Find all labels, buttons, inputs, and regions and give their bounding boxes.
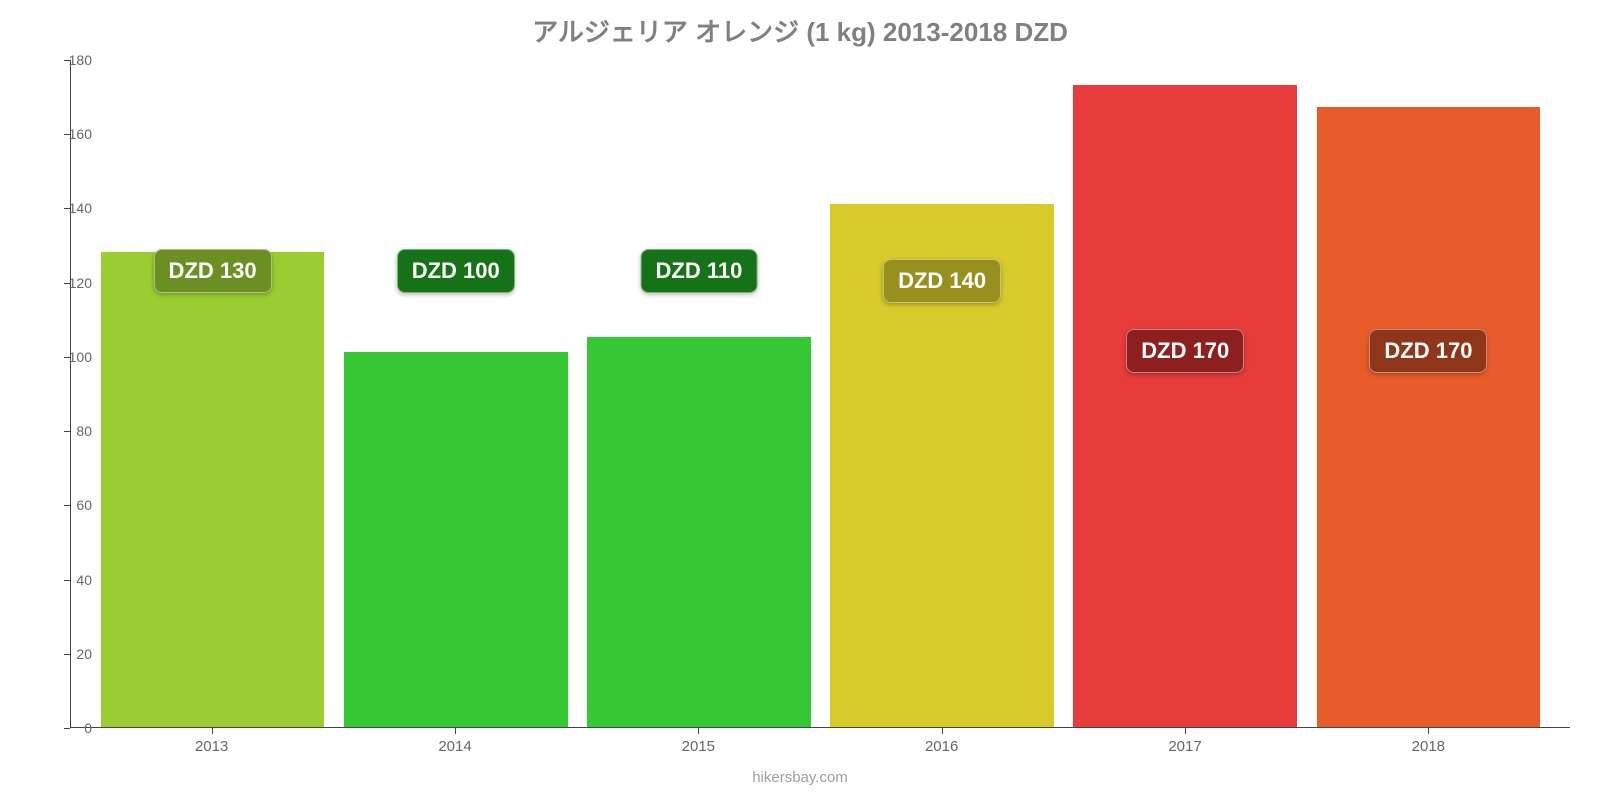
y-tick-mark [64, 357, 70, 358]
bar-value-label: DZD 100 [397, 249, 515, 293]
y-tick-mark [64, 60, 70, 61]
bar: DZD 170 [1073, 85, 1297, 727]
y-tick-mark [64, 283, 70, 284]
y-tick-mark [64, 654, 70, 655]
bar-value-label: DZD 130 [154, 249, 272, 293]
bar: DZD 130 [101, 252, 325, 727]
x-tick-mark [455, 728, 456, 734]
bar-slot: DZD 140 [821, 60, 1064, 727]
chart-title: アルジェリア オレンジ (1 kg) 2013-2018 DZD [0, 12, 1600, 49]
y-tick-mark [64, 134, 70, 135]
x-tick-mark [698, 728, 699, 734]
y-tick-mark [64, 728, 70, 729]
x-tick-label: 2015 [682, 738, 715, 755]
bar-value-label: DZD 140 [883, 259, 1001, 303]
plot-area: DZD 130DZD 100DZD 110DZD 140DZD 170DZD 1… [70, 60, 1570, 728]
y-tick-mark [64, 431, 70, 432]
x-tick-mark [1428, 728, 1429, 734]
bar-value-label: DZD 170 [1126, 329, 1244, 373]
x-tick-label: 2013 [195, 738, 228, 755]
bars-container: DZD 130DZD 100DZD 110DZD 140DZD 170DZD 1… [71, 60, 1570, 727]
price-bar-chart: アルジェリア オレンジ (1 kg) 2013-2018 DZD DZD 130… [0, 0, 1600, 800]
x-tick-mark [212, 728, 213, 734]
x-tick-mark [1185, 728, 1186, 734]
y-tick-mark [64, 580, 70, 581]
x-tick-label: 2016 [925, 738, 958, 755]
bar-slot: DZD 110 [577, 60, 820, 727]
y-tick-mark [64, 505, 70, 506]
x-tick-label: 2018 [1412, 738, 1445, 755]
x-tick-label: 2014 [438, 738, 471, 755]
bar-slot: DZD 170 [1307, 60, 1550, 727]
x-tick-label: 2017 [1168, 738, 1201, 755]
bar: DZD 140 [830, 204, 1054, 727]
x-tick-mark [942, 728, 943, 734]
attribution-text: hikersbay.com [0, 769, 1600, 786]
bar-value-label: DZD 170 [1369, 329, 1487, 373]
bar-slot: DZD 130 [91, 60, 334, 727]
bar: DZD 170 [1317, 107, 1541, 727]
bar: DZD 110 [587, 337, 811, 727]
bar-value-label: DZD 110 [641, 249, 758, 293]
bar: DZD 100 [344, 352, 568, 727]
bar-slot: DZD 100 [334, 60, 577, 727]
y-tick-mark [64, 208, 70, 209]
bar-slot: DZD 170 [1064, 60, 1307, 727]
